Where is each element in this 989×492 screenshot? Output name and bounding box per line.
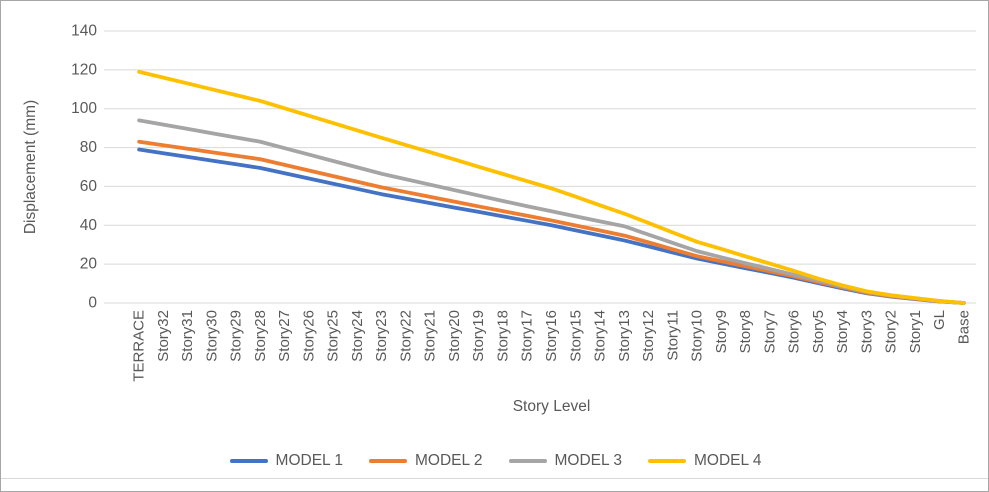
x-tick-label-story31: Story31 [179,310,196,362]
series-line-model-4 [137,69,966,305]
x-tick-label-terrace: TERRACE [131,310,148,382]
legend-item-model-1: MODEL 1 [229,452,344,470]
x-tick-label-story23: Story23 [373,310,390,362]
legend-label-model-1: MODEL 1 [275,452,344,469]
series-line-model-2 [137,139,966,305]
x-tick-label-story26: Story26 [300,310,317,362]
x-tick-label-story19: Story19 [470,310,487,362]
y-tick-label-20: 20 [80,256,98,273]
x-tick-label-story16: Story16 [543,310,560,362]
y-tick-label-120: 120 [71,61,97,78]
legend-swatch-model-3-icon [508,458,547,464]
x-tick-label-story24: Story24 [349,310,366,362]
x-tick-label-story32: Story32 [155,310,172,362]
chart-bottom-border [1,478,988,479]
y-tick-label-100: 100 [71,100,97,117]
x-tick-label-story18: Story18 [494,310,511,362]
x-tick-label-story20: Story20 [446,310,463,362]
legend-swatch-model-4-icon [647,458,686,464]
legend-swatch-model-2-icon [369,458,408,464]
x-tick-label-gl: GL [931,310,948,330]
x-tick-label-story27: Story27 [276,310,293,362]
legend-swatch-model-1-icon [229,458,268,464]
x-tick-label-story1: Story1 [907,310,924,353]
x-tick-label-story6: Story6 [786,310,803,353]
legend-label-model-4: MODEL 4 [693,452,762,469]
legend-item-model-4: MODEL 4 [647,452,762,470]
x-tick-label-story29: Story29 [228,310,245,362]
x-tick-label-story15: Story15 [567,310,584,362]
legend: MODEL 1 MODEL 2 MODEL 3 MODEL 4 [1,452,988,470]
x-tick-label-story4: Story4 [834,310,851,353]
legend-label-model-3: MODEL 3 [554,452,622,469]
legend-item-model-3: MODEL 3 [508,452,622,470]
y-axis-title: Displacement (mm) [22,99,39,235]
x-tick-label-story25: Story25 [325,310,342,362]
y-tick-label-140: 140 [71,23,97,40]
x-tick-label-story30: Story30 [203,310,220,362]
y-tick-label-40: 40 [80,217,98,234]
x-tick-label-story17: Story17 [519,310,536,362]
x-tick-label-story12: Story12 [640,310,657,362]
x-tick-label-story21: Story21 [422,310,439,362]
x-tick-label-story13: Story13 [616,310,633,362]
y-tick-label-0: 0 [88,295,97,312]
legend-item-model-2: MODEL 2 [369,452,483,470]
x-tick-label-story14: Story14 [592,310,609,362]
x-tick-label-story2: Story2 [883,310,900,353]
series-line-model-1 [137,147,966,305]
y-tick-label-80: 80 [80,139,98,156]
x-tick-label-base: Base [955,310,972,344]
x-tick-label-story9: Story9 [713,310,730,353]
x-tick-label-story3: Story3 [858,310,875,353]
x-tick-label-story22: Story22 [397,310,414,362]
x-tick-label-story11: Story11 [664,310,681,361]
x-tick-label-story10: Story10 [689,310,706,362]
x-axis-title: Story Level [512,398,591,415]
x-tick-label-story7: Story7 [761,310,778,353]
x-tick-label-story5: Story5 [810,310,827,353]
y-tick-label-60: 60 [80,178,98,195]
x-tick-label-story28: Story28 [252,310,269,362]
x-tick-label-story8: Story8 [737,310,754,353]
legend-label-model-2: MODEL 2 [415,452,483,469]
